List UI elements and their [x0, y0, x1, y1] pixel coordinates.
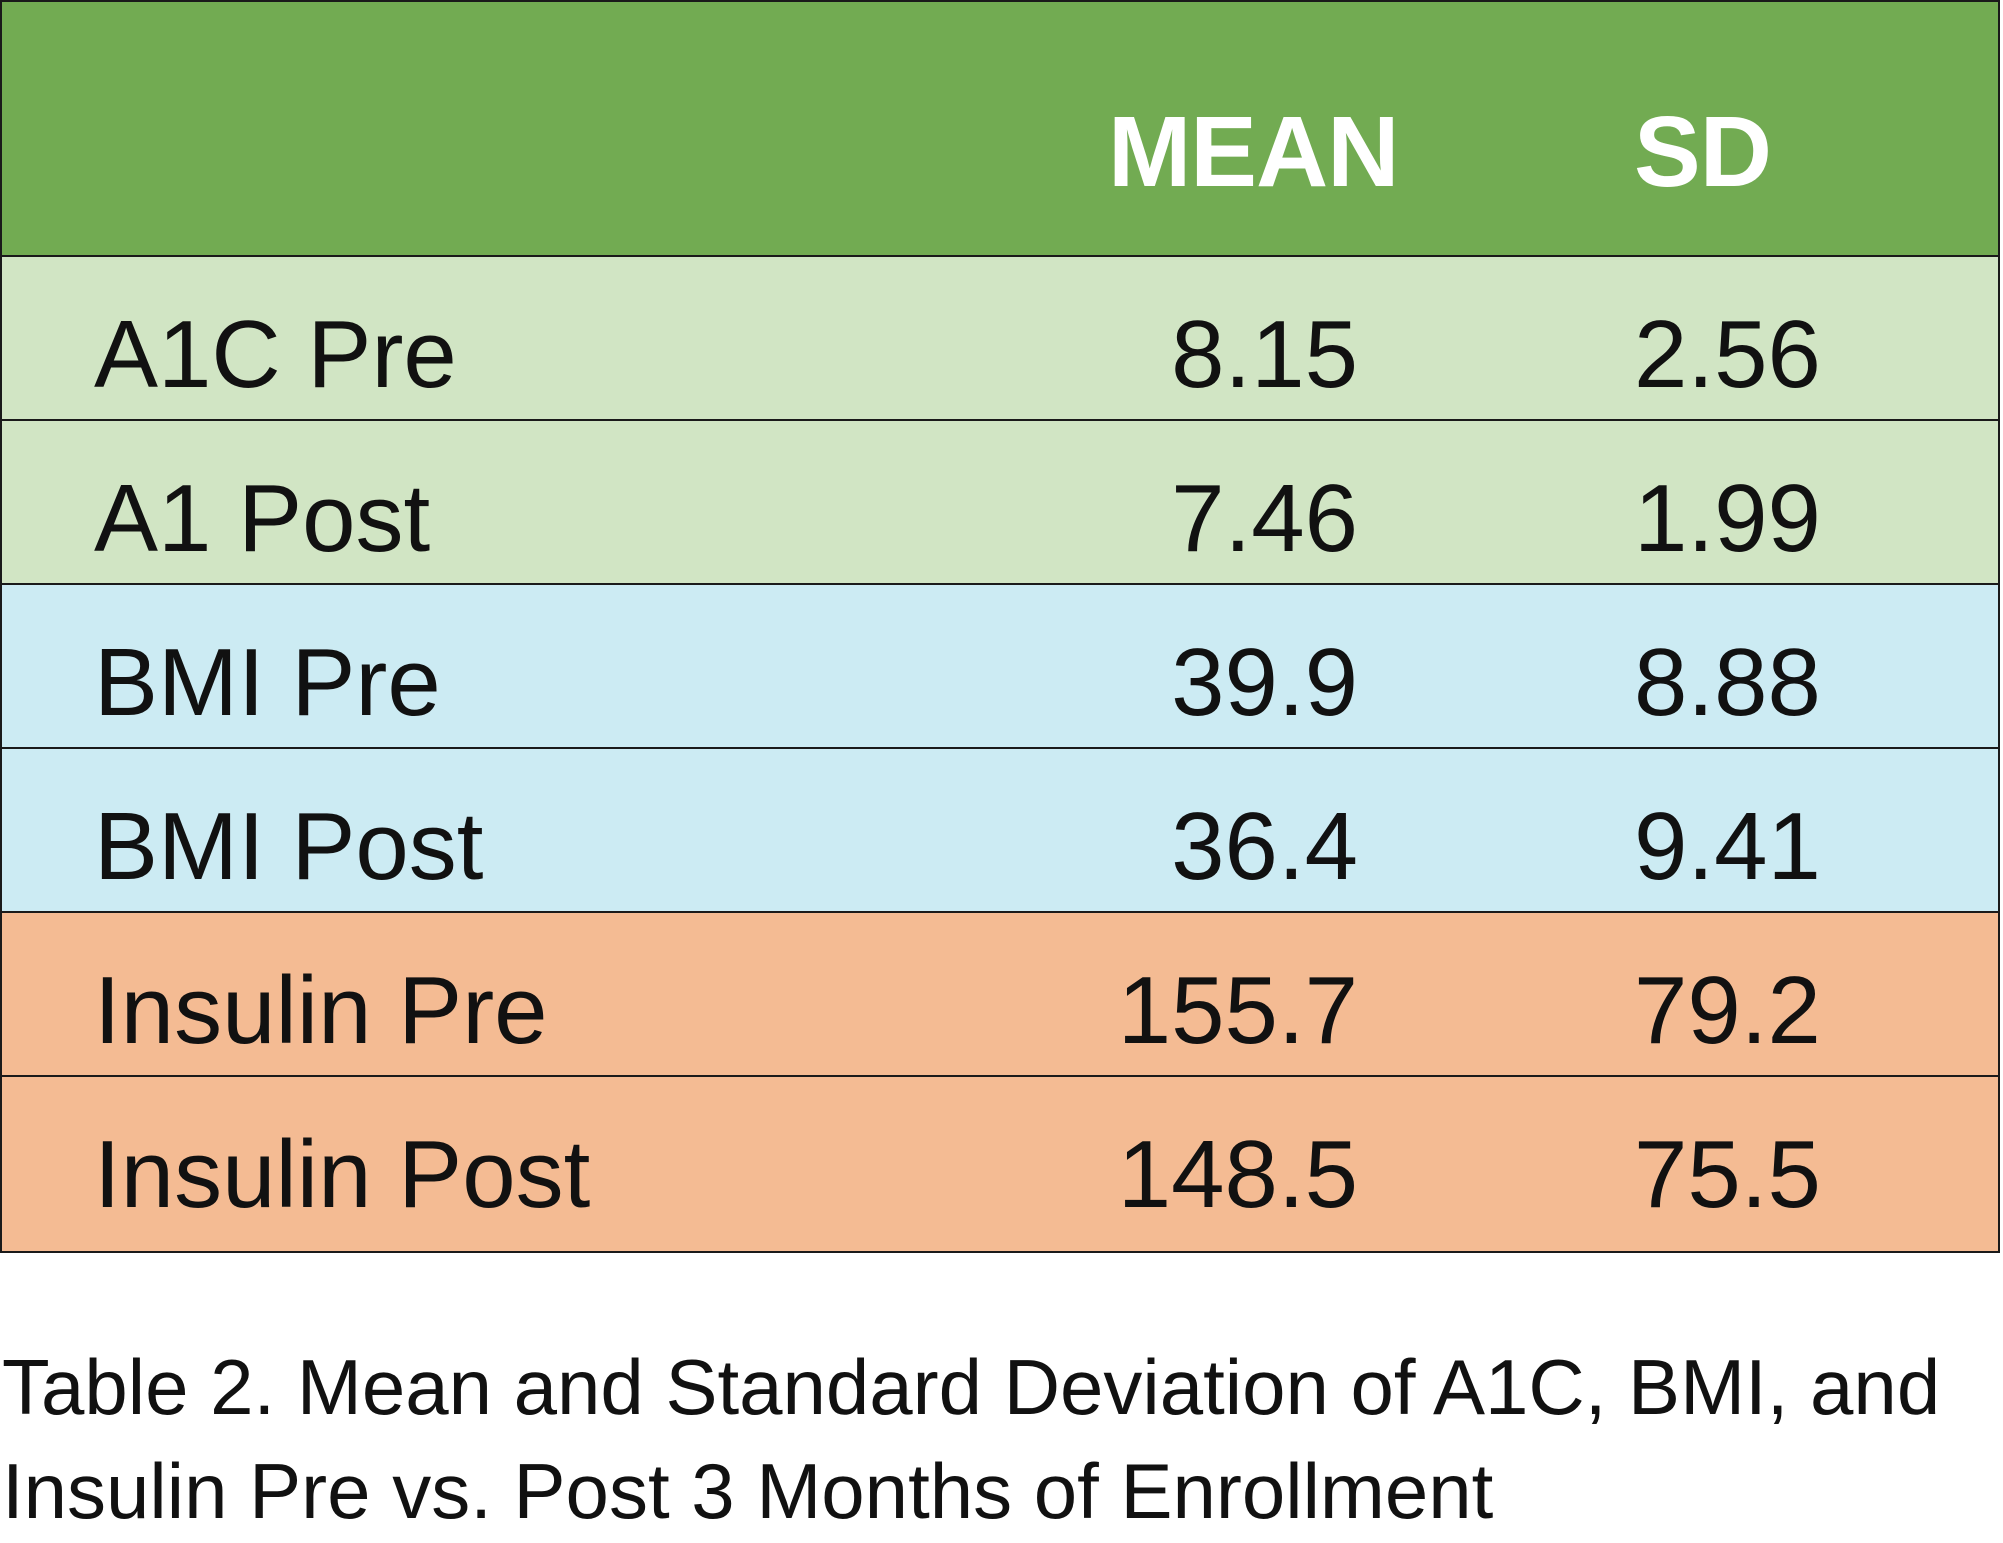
- stats-table: MEAN SD A1C Pre 8.15 2.56 A1 Post 7.46 1…: [0, 0, 2000, 1253]
- table-row: Insulin Post 148.5 75.5: [2, 1077, 1998, 1251]
- row-sd-value: 2.56: [1634, 301, 1821, 408]
- row-label: BMI Pre: [94, 629, 441, 736]
- table-caption: Table 2. Mean and Standard Deviation of …: [2, 1343, 1941, 1535]
- row-sd-value: 9.41: [1634, 793, 1821, 900]
- row-mean-value: 148.5: [1117, 1121, 1358, 1228]
- table-row: A1C Pre 8.15 2.56: [2, 257, 1998, 421]
- row-label: A1C Pre: [94, 301, 457, 408]
- row-mean-value: 8.15: [1171, 301, 1358, 408]
- row-sd-value: 75.5: [1634, 1121, 1821, 1228]
- row-label: Insulin Pre: [94, 957, 548, 1064]
- row-sd-value: 79.2: [1634, 957, 1821, 1064]
- row-mean-value: 155.7: [1117, 957, 1358, 1064]
- column-header-sd: SD: [1634, 96, 1772, 208]
- table-header: MEAN SD: [2, 2, 1998, 257]
- table-row: BMI Pre 39.9 8.88: [2, 585, 1998, 749]
- row-label: A1 Post: [94, 465, 431, 572]
- row-mean-value: 36.4: [1171, 793, 1358, 900]
- row-sd-value: 8.88: [1634, 629, 1821, 736]
- table-row: BMI Post 36.4 9.41: [2, 749, 1998, 913]
- column-header-mean: MEAN: [1108, 96, 1399, 208]
- row-label: BMI Post: [94, 793, 484, 900]
- row-sd-value: 1.99: [1634, 465, 1821, 572]
- row-mean-value: 39.9: [1171, 629, 1358, 736]
- table-row: Insulin Pre 155.7 79.2: [2, 913, 1998, 1077]
- table-row: A1 Post 7.46 1.99: [2, 421, 1998, 585]
- row-label: Insulin Post: [94, 1121, 591, 1228]
- row-mean-value: 7.46: [1171, 465, 1358, 572]
